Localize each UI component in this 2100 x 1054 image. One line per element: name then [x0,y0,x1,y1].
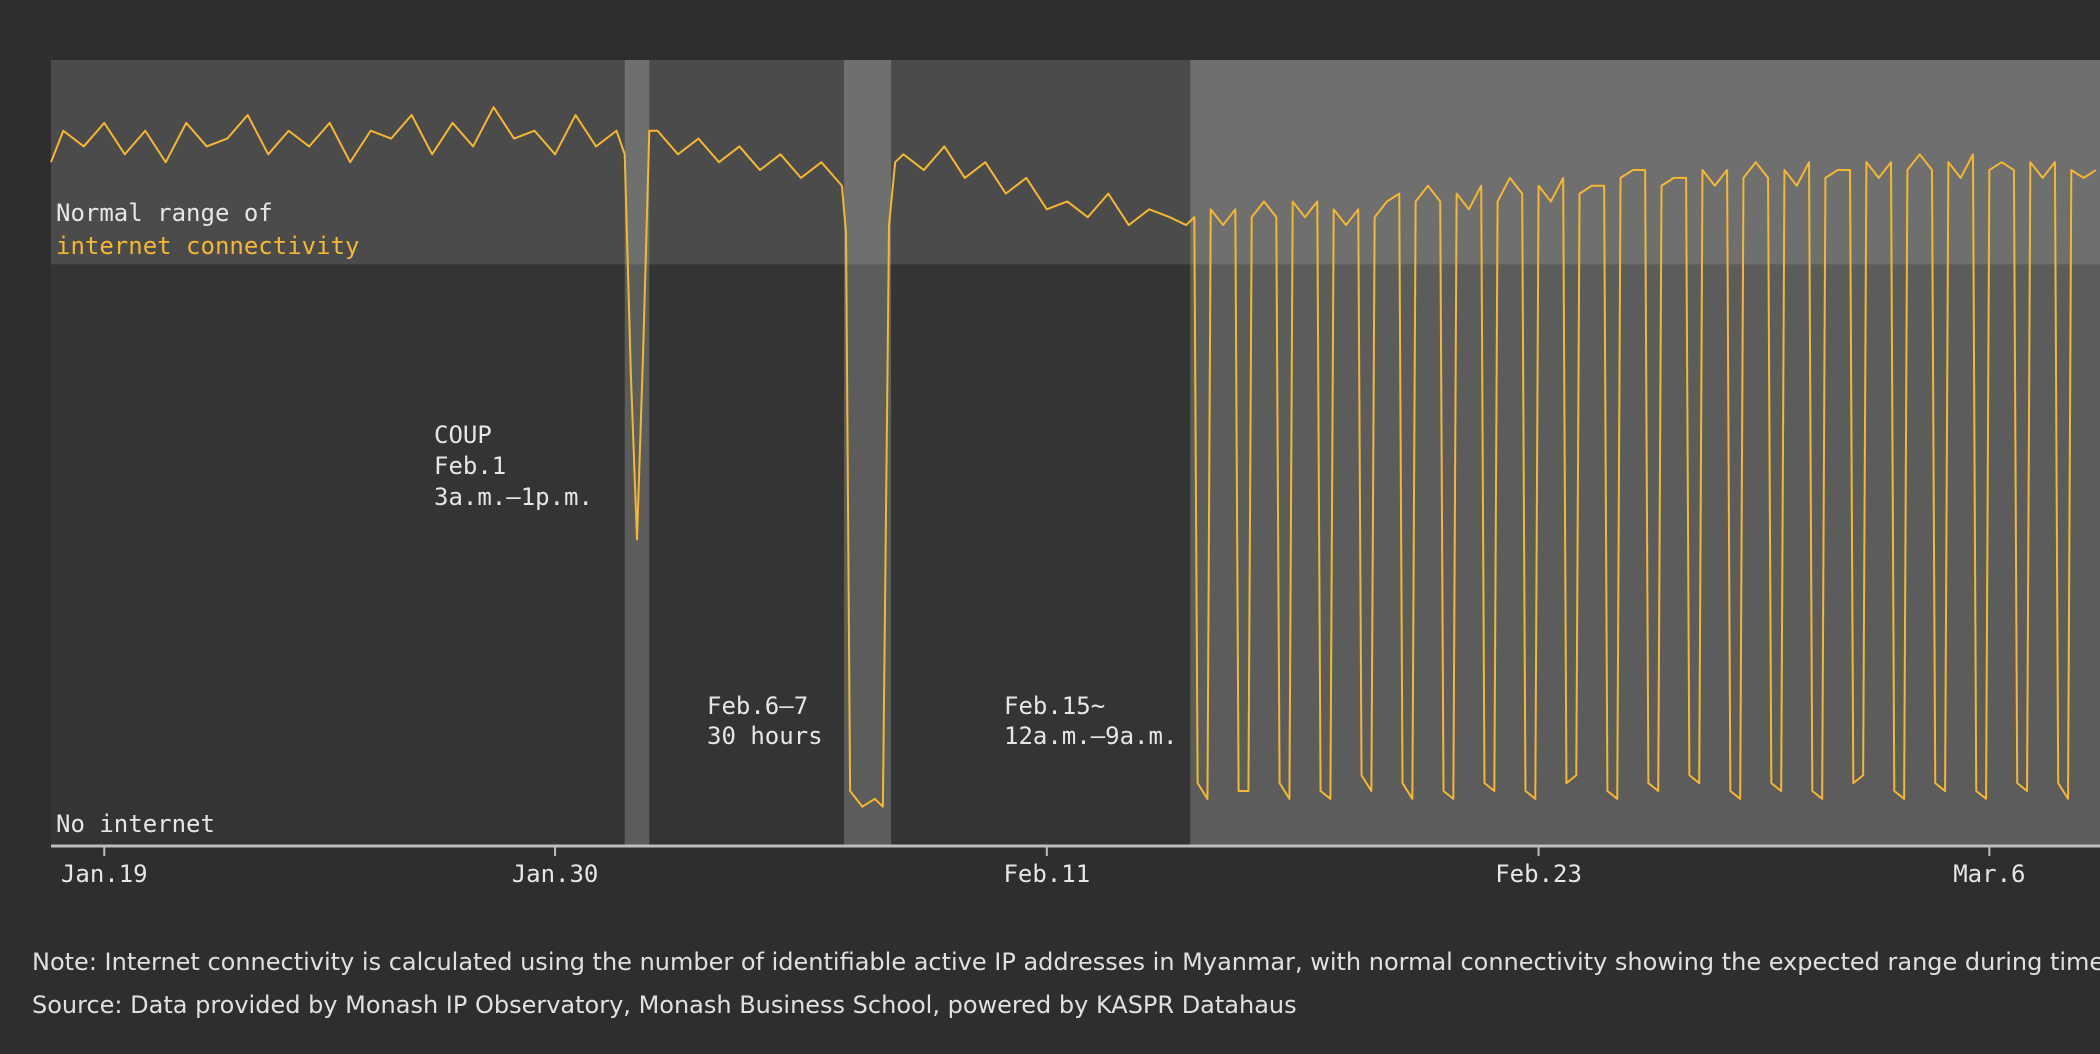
annotation: internet connectivity [56,232,359,260]
x-tick-label: Jan.30 [512,860,599,888]
annotation: COUP [434,421,492,449]
note: Source: Data provided by Monash IP Obser… [32,991,1297,1019]
annotation: 3a.m.–1p.m. [434,483,593,511]
x-tick-label: Feb.11 [1003,860,1090,888]
annotation: 30 hours [707,722,823,750]
annotation: 12a.m.–9a.m. [1004,722,1177,750]
note: Note: Internet connectivity is calculate… [32,948,2100,976]
annotation: Normal range of [56,199,273,227]
x-tick-label: Feb.23 [1495,860,1582,888]
annotation: Feb.6–7 [707,692,808,720]
highlight-region [624,60,650,846]
annotation: Feb.15~ [1004,692,1105,720]
annotation: No internet [56,810,215,838]
x-tick-label: Jan.19 [61,860,148,888]
connectivity-line [50,106,2097,808]
x-tick-label: Mar.6 [1953,860,2025,888]
normal-range-band [51,60,2100,265]
annotation: Feb.1 [434,452,506,480]
